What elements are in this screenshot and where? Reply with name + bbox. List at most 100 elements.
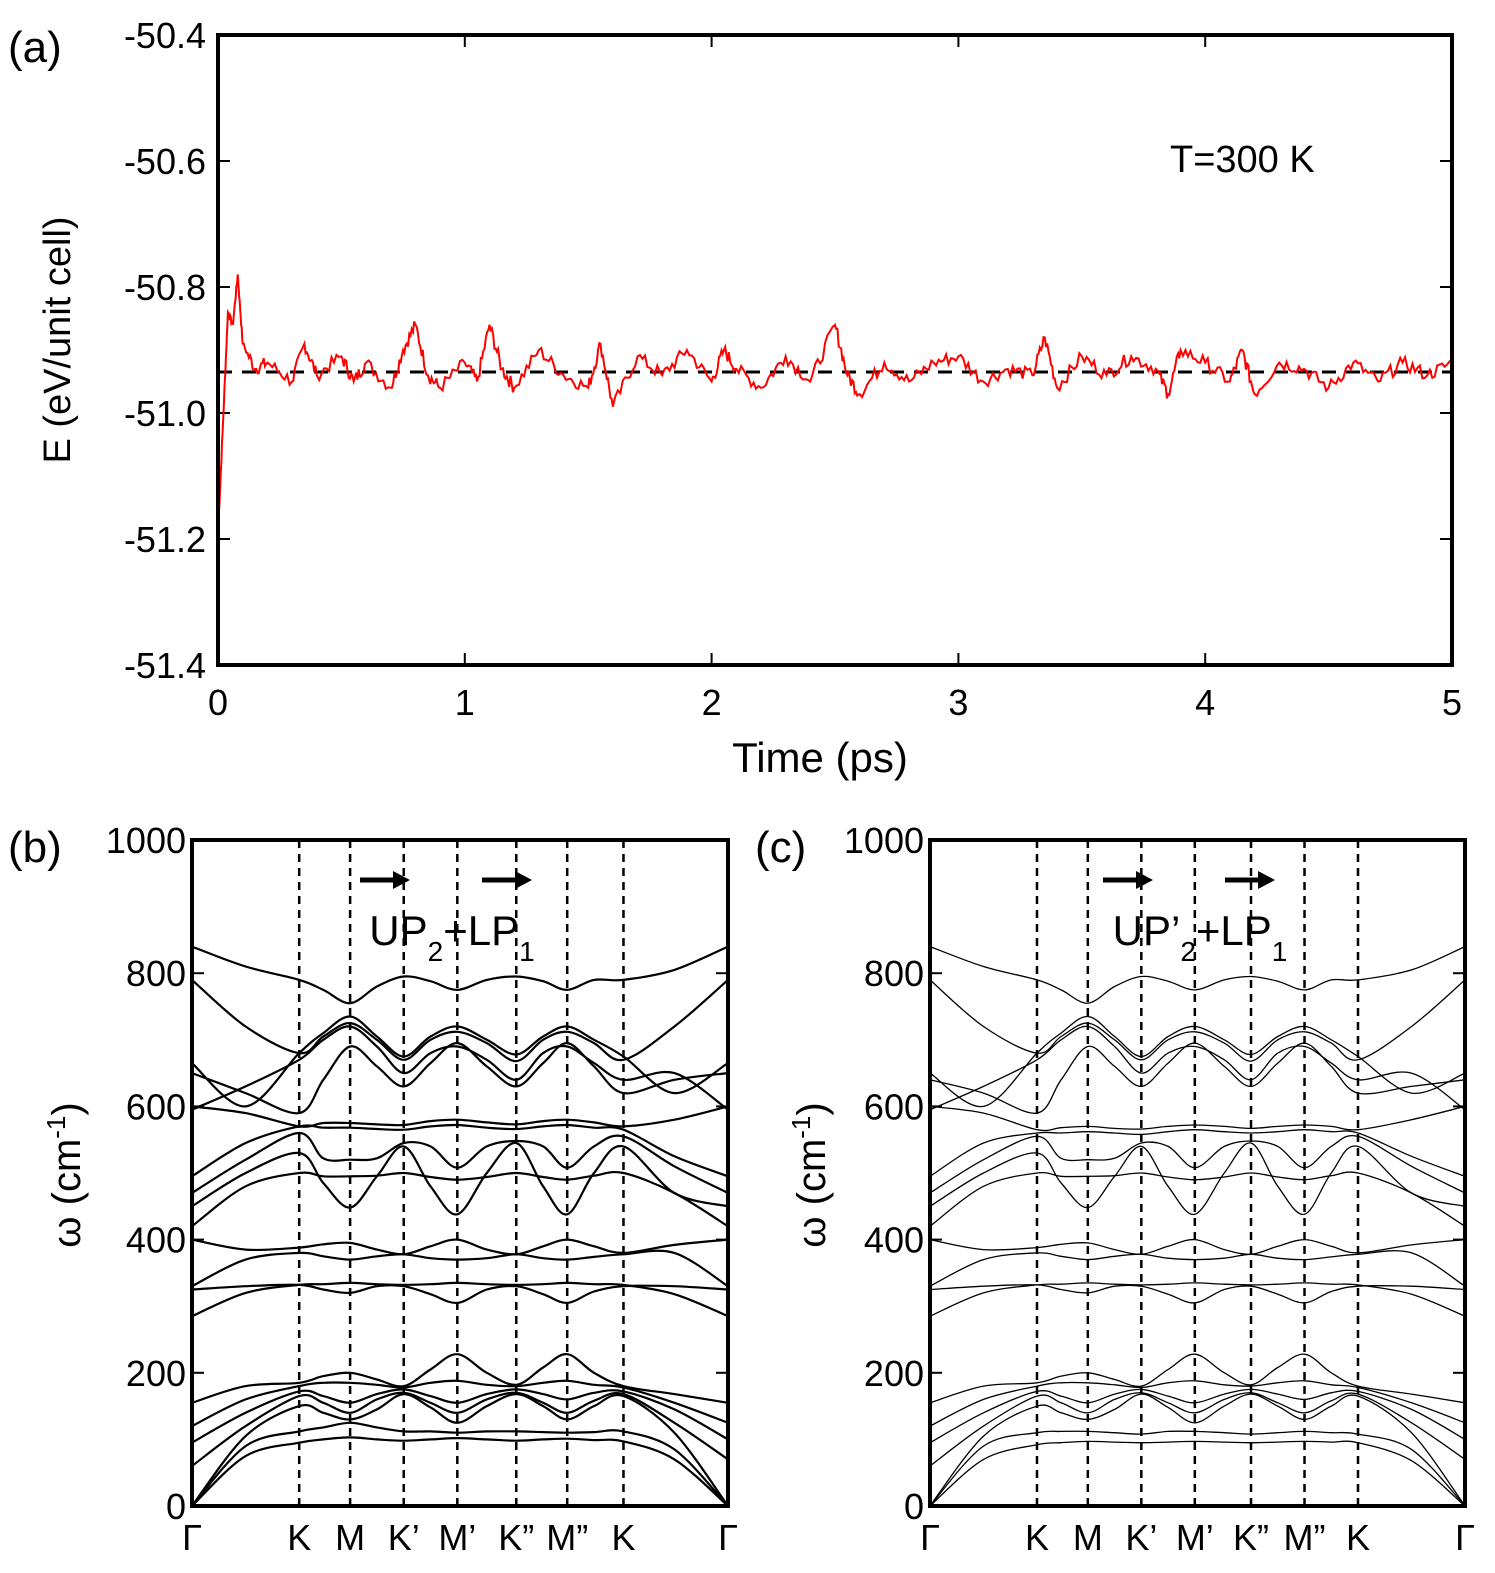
phonon-band xyxy=(191,945,729,1005)
y-tick-label: 200 xyxy=(126,1353,186,1394)
phonon-band xyxy=(929,1282,1466,1317)
y-tick-label: 1000 xyxy=(844,820,924,861)
k-point-label: M” xyxy=(546,1517,588,1558)
phonon-band xyxy=(929,979,1466,1062)
y-tick-label: -50.8 xyxy=(124,267,206,308)
y-tick-label: -51.2 xyxy=(124,519,206,560)
arrow-head xyxy=(393,871,410,889)
phonon-band xyxy=(929,1134,1466,1194)
panel-a-md-energy: (a) 0 1 2 3 4 5 -50.4 -50.6 -50.8 -51.0 -51.2 -51.4… xyxy=(8,15,1462,781)
arrow-head xyxy=(1258,871,1275,889)
x-tick-label: 2 xyxy=(702,682,722,723)
k-point-label: K xyxy=(1025,1517,1049,1558)
k-point-label: K’ xyxy=(388,1517,420,1558)
y-tick-label: -50.4 xyxy=(124,15,206,56)
panel-c-label: (c) xyxy=(755,823,806,872)
k-point-label: K xyxy=(611,1517,635,1558)
phonon-band xyxy=(191,1238,729,1256)
k-point-label: M’ xyxy=(1176,1517,1214,1558)
phonon-band xyxy=(929,1250,1466,1287)
k-point-label: Γ xyxy=(718,1517,738,1558)
panel-a-ylabel: E (eV/unit cell) xyxy=(37,216,79,463)
k-point-label: M” xyxy=(1284,1517,1326,1558)
phonon-band xyxy=(929,1430,1466,1507)
phonon-band xyxy=(191,1025,729,1111)
k-point-label: Γ xyxy=(182,1517,202,1558)
plot-frame xyxy=(190,838,730,1508)
phonon-band xyxy=(191,1170,729,1228)
k-point-label: K xyxy=(1346,1517,1370,1558)
panel-b-label: (b) xyxy=(8,823,62,872)
phonon-band xyxy=(929,1129,1466,1177)
plot-frame xyxy=(928,838,1467,1508)
y-tick-label: 400 xyxy=(126,1220,186,1261)
k-point-label: M xyxy=(335,1517,365,1558)
phonon-band xyxy=(929,1142,1466,1215)
phonon-band xyxy=(191,1388,729,1444)
phonon-band xyxy=(929,1042,1466,1114)
phonon-band xyxy=(929,1393,1466,1507)
phonon-band xyxy=(929,1238,1466,1255)
panel-a-annotation: T=300 K xyxy=(1170,139,1315,181)
y-tick-label: 1000 xyxy=(106,820,186,861)
phonon-band xyxy=(929,1015,1466,1108)
phonon-band xyxy=(191,979,729,1063)
phonon-band xyxy=(929,1380,1466,1427)
panel-c-ylabel: ω (cm-1) xyxy=(786,1102,834,1247)
phonon-band xyxy=(191,1421,729,1507)
panel-a-plot-area: 0 1 2 3 4 5 -50.4 -50.6 -50.8 -51.0 -51.2 -51.4 xyxy=(124,15,1462,723)
phonon-band xyxy=(929,1025,1466,1111)
phonon-band xyxy=(929,1284,1466,1304)
y-tick-label: 600 xyxy=(864,1086,924,1127)
y-tick-label: 0 xyxy=(904,1486,924,1527)
k-point-label: Γ xyxy=(1455,1517,1475,1558)
k-point-label: M’ xyxy=(438,1517,476,1558)
phonon-band xyxy=(929,1388,1466,1444)
phonon-band xyxy=(191,1123,729,1178)
phonon-band xyxy=(929,1105,1466,1132)
x-tick-label: 4 xyxy=(1195,682,1215,723)
phonon-band xyxy=(191,1105,729,1128)
panel-b-title: UP2+LP1 xyxy=(360,871,535,967)
panel-a-xlabel: Time (ps) xyxy=(732,734,908,781)
y-tick-label: 200 xyxy=(864,1353,924,1394)
energy-series-line xyxy=(217,274,1453,533)
k-point-label: K xyxy=(287,1517,311,1558)
panel-c-title-text: UP’2+LP1 xyxy=(1113,907,1288,967)
k-point-label: Γ xyxy=(920,1517,940,1558)
phonon-band xyxy=(191,1131,729,1194)
k-point-label: K” xyxy=(1233,1517,1269,1558)
y-tick-label: -50.6 xyxy=(124,141,206,182)
arrow-head xyxy=(515,871,532,889)
phonon-band xyxy=(191,1141,729,1216)
x-tick-label: 3 xyxy=(948,682,968,723)
phonon-band xyxy=(191,1042,729,1115)
arrow-head xyxy=(1136,871,1153,889)
phonon-band xyxy=(929,1171,1466,1227)
k-point-label: M xyxy=(1073,1517,1103,1558)
y-tick-label: -51.4 xyxy=(124,645,206,686)
y-tick-label: 0 xyxy=(166,1486,186,1527)
phonon-band xyxy=(929,945,1466,1004)
y-tick-label: 800 xyxy=(126,953,186,994)
y-tick-label: 600 xyxy=(126,1086,186,1127)
y-tick-label: 800 xyxy=(864,953,924,994)
phonon-band xyxy=(929,1392,1466,1467)
phonon-band xyxy=(191,1283,729,1305)
phonon-band xyxy=(191,1015,729,1108)
phonon-band xyxy=(191,1379,729,1428)
panel-b-title-text: UP2+LP1 xyxy=(369,907,534,967)
plot-frame xyxy=(216,33,1454,667)
y-tick-label: 400 xyxy=(864,1220,924,1261)
phonon-band xyxy=(191,1353,729,1404)
phonon-band xyxy=(191,1391,729,1467)
phonon-band xyxy=(191,1249,729,1288)
k-point-label: K’ xyxy=(1125,1517,1157,1558)
phonon-band xyxy=(929,1353,1466,1404)
phonon-band xyxy=(191,1392,729,1507)
